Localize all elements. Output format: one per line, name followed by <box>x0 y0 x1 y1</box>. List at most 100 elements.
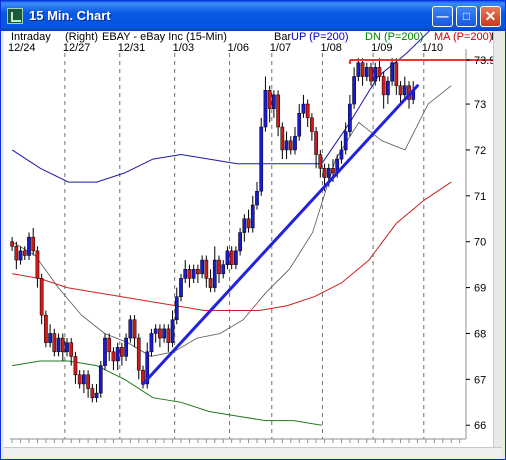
date-label: 1/10 <box>422 42 443 54</box>
candle-body <box>73 356 78 376</box>
date-label: 1/07 <box>270 42 291 54</box>
legend-dn-band: DN (P=200) <box>365 31 424 43</box>
date-label: 1/03 <box>173 42 194 54</box>
candle-body <box>217 259 221 275</box>
y-tick-label: 66 <box>474 420 486 432</box>
candle-body <box>339 149 344 160</box>
price-chart[interactable]: 12/24 12/27 12/31 1/03 1/06 1/07 1/08 1/09 1/10 … <box>4 31 502 458</box>
date-label: 1/06 <box>228 42 249 54</box>
y-tick-label: 70 <box>474 237 486 249</box>
candle-body <box>136 337 141 371</box>
candle-body <box>242 218 247 233</box>
candle-body <box>267 90 272 109</box>
candle-body <box>90 388 95 398</box>
vertical-scrollbar[interactable] <box>493 31 502 458</box>
candle-body <box>31 236 36 252</box>
date-label: 12/31 <box>118 42 146 54</box>
candle-body <box>310 117 314 132</box>
candle-body <box>200 259 204 275</box>
y-tick-label: 69 <box>474 283 486 295</box>
chart-app-icon[interactable] <box>7 8 23 24</box>
candle-body <box>170 319 175 343</box>
support-trendline <box>141 84 419 386</box>
candle-body <box>360 62 365 77</box>
close-button[interactable]: ✕ <box>480 6 501 27</box>
candle-body <box>390 62 394 82</box>
candle-body <box>22 250 27 256</box>
legend-up-band: UP (P=200) <box>291 31 349 43</box>
candle-body <box>69 342 74 357</box>
candle-body <box>132 319 137 339</box>
candle-body <box>98 365 103 394</box>
candle-body <box>263 90 268 128</box>
candle-body <box>343 131 348 151</box>
candle-body <box>225 250 230 265</box>
candle-body <box>196 268 200 275</box>
candle-body <box>120 346 124 357</box>
candle-body <box>56 337 61 353</box>
maximize-button[interactable]: □ <box>456 6 477 27</box>
candle-body <box>318 154 323 169</box>
lower-band-line <box>12 360 322 426</box>
candle-body <box>280 126 285 151</box>
interval-label: Intraday <box>11 31 51 43</box>
candle-body <box>398 85 403 96</box>
candle-body <box>187 268 192 279</box>
candle-body <box>145 351 150 385</box>
candle-body <box>331 168 335 174</box>
candle-body <box>14 246 19 261</box>
candle-body <box>212 259 217 288</box>
candle-body <box>27 236 31 256</box>
candle-body <box>364 67 369 77</box>
candle-body <box>301 103 306 114</box>
candle-body <box>111 351 116 362</box>
candle-body <box>204 259 209 279</box>
candle-body <box>369 67 373 82</box>
candle-body <box>288 140 293 151</box>
candle-body <box>234 250 238 265</box>
candle-body <box>128 319 133 339</box>
candle-body <box>65 342 69 353</box>
chart-style-label: Bar <box>274 31 292 43</box>
moving-average-line <box>12 181 452 311</box>
date-label: 1/09 <box>371 42 392 54</box>
candle-body <box>174 296 179 320</box>
maximize-icon: □ <box>462 9 471 23</box>
candle-body <box>149 333 154 353</box>
candle-body <box>153 328 158 334</box>
window-title: 15 Min. Chart <box>29 8 111 23</box>
candle-body <box>255 190 259 206</box>
candle-body <box>402 85 407 96</box>
candle-body <box>115 346 120 362</box>
candle-body <box>356 62 361 77</box>
candle-body <box>297 112 302 137</box>
candle-body <box>103 337 107 366</box>
title-bar[interactable]: 15 Min. Chart — □ ✕ <box>1 1 505 31</box>
chart-area[interactable]: Intraday (Right) EBAY - eBay Inc (15-Min… <box>4 31 502 458</box>
candle-body <box>238 232 242 252</box>
candle-body <box>394 62 399 86</box>
candle-body <box>229 250 234 265</box>
date-label: 12/24 <box>8 42 36 54</box>
candle-body <box>221 264 226 275</box>
candle-body <box>35 250 40 279</box>
candle-body <box>381 76 386 96</box>
candle-body <box>191 268 196 279</box>
candle-body <box>348 103 352 132</box>
horizontal-scrollbar[interactable] <box>4 447 502 458</box>
fast-average-line <box>11 85 452 357</box>
minimize-button[interactable]: — <box>432 6 453 27</box>
candle-body <box>158 328 162 339</box>
candle-body <box>107 337 112 353</box>
candle-body <box>373 67 378 82</box>
candle-body <box>208 278 213 288</box>
candle-body <box>293 135 297 151</box>
candle-body <box>86 374 90 389</box>
date-label: 12/27 <box>63 42 91 54</box>
legend-ma: MA (P=200) <box>434 31 493 43</box>
candle-body <box>259 126 264 192</box>
candle-body <box>48 333 52 343</box>
y-tick-label: 71 <box>474 191 486 203</box>
y-tick-label: 67 <box>474 374 486 386</box>
